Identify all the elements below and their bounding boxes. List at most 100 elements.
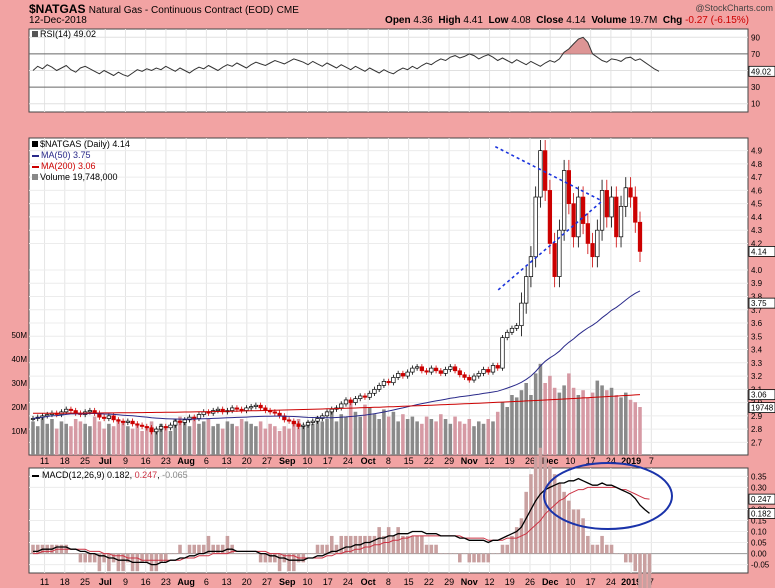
macd-histogram-bar <box>410 535 415 554</box>
candle-body <box>362 395 368 398</box>
price-tick-0: 4.9 <box>751 147 763 156</box>
macd-histogram-bar <box>586 535 590 554</box>
x-label-lower-11: 27 <box>262 577 272 587</box>
x-label-lower-30: 7 <box>649 577 654 587</box>
macd-histogram-bar <box>448 553 453 555</box>
candle-body <box>524 276 529 304</box>
price-tick-12: 3.6 <box>751 319 763 328</box>
macd-histogram-bar <box>69 553 73 555</box>
volume-tick-3: 20M <box>11 403 27 412</box>
macd-histogram-bar <box>348 535 353 554</box>
volume-bar <box>220 428 225 455</box>
macd-histogram-bar <box>491 553 495 555</box>
x-label-upper-29: 2019 <box>621 456 641 466</box>
macd-histogram-bar <box>329 535 334 554</box>
candle-body <box>604 190 609 218</box>
volume-bar <box>476 421 481 455</box>
volume-bar <box>83 423 87 455</box>
macd-legend-name: MACD(12,26,9) <box>42 470 105 480</box>
macd-tick-0: 0.35 <box>751 472 767 481</box>
volume-bar <box>325 419 329 455</box>
macd-histogram-bar <box>424 544 429 554</box>
volume-bar <box>562 385 566 455</box>
candle-body <box>590 243 595 258</box>
x-label-upper-0: 11 <box>40 456 49 466</box>
candle-legend-icon <box>32 141 38 147</box>
x-label-lower-14: 17 <box>323 577 333 587</box>
macd-histogram-bar <box>211 544 215 554</box>
price-current-label-box <box>748 246 775 257</box>
x-label-upper-14: 17 <box>323 456 333 466</box>
volume-bar <box>173 419 178 455</box>
macd-histogram-bar <box>116 553 121 572</box>
price-tick-4: 4.5 <box>751 200 763 209</box>
candle-body <box>253 404 259 407</box>
macd-histogram-bar <box>429 544 434 554</box>
volume-bar <box>50 419 54 455</box>
macd-histogram-bar <box>415 535 419 554</box>
candle-body <box>168 424 173 429</box>
volume-bar <box>590 392 595 455</box>
candle-body <box>329 408 334 413</box>
volume-bar <box>401 414 405 455</box>
macd-histogram-bar <box>638 553 642 588</box>
macd-histogram-bar <box>83 553 87 563</box>
candle-body <box>381 381 387 386</box>
candle-body <box>296 423 301 427</box>
volume-bar <box>505 407 509 455</box>
volume-bar <box>69 426 73 455</box>
x-label-upper-4: 9 <box>123 456 128 466</box>
candle-body <box>286 419 292 422</box>
volume-bar <box>439 414 443 455</box>
volume-bar <box>586 397 590 455</box>
volume-bar <box>130 428 135 455</box>
macd-histogram-bar <box>140 553 144 563</box>
x-label-lower-8: 6 <box>204 577 209 587</box>
high-value: 4.41 <box>463 15 483 26</box>
macd-histogram-bar <box>571 509 576 554</box>
volume-bar <box>88 426 92 455</box>
macd-histogram-bar <box>439 553 443 555</box>
volume-bar <box>45 423 50 455</box>
candle-body <box>448 366 453 370</box>
macd-histogram-bar <box>581 518 585 554</box>
ohlc-summary: Open 4.36 High 4.41 Low 4.08 Close 4.14 … <box>385 15 749 26</box>
volume-bar <box>614 395 619 455</box>
candle-body <box>533 196 538 258</box>
volume-bar <box>605 390 609 455</box>
x-label-lower-23: 19 <box>505 577 515 587</box>
volume-bar <box>434 421 438 455</box>
macd-histogram-bar <box>149 553 154 572</box>
x-label-upper-19: 22 <box>424 456 434 466</box>
volume-bar <box>168 431 173 455</box>
candle-body <box>343 399 349 405</box>
price-tick-9: 3.9 <box>751 279 763 288</box>
candle-body <box>509 327 515 333</box>
macd-histogram-bar <box>220 544 225 554</box>
macd-histogram-bar <box>367 535 372 554</box>
macd-signal-current-label: 0.247 <box>751 495 772 504</box>
x-label-upper-17: 8 <box>386 456 391 466</box>
candle-body <box>367 392 372 398</box>
volume-bar <box>491 421 495 455</box>
volume-bar <box>31 421 35 455</box>
volume-bar <box>116 419 121 455</box>
candle-body <box>618 205 624 238</box>
x-label-upper-12: Sep <box>279 456 296 466</box>
candle-body <box>87 410 93 413</box>
candle-body <box>391 377 396 384</box>
macd-line <box>33 477 650 566</box>
volume-bar <box>415 421 419 455</box>
volume-bar <box>301 426 306 455</box>
candle-body <box>377 384 382 390</box>
candle-body <box>599 190 605 231</box>
candle-body <box>405 371 410 377</box>
macd-histogram-bar <box>386 527 391 554</box>
candle-body <box>628 187 633 198</box>
x-label-upper-28: 24 <box>606 456 616 466</box>
x-label-upper-16: Oct <box>361 456 376 466</box>
candle-body <box>272 411 277 414</box>
candle-body <box>585 223 590 244</box>
legend-ma50-text: MA(50) 3.75 <box>41 150 91 160</box>
symbol-title: $NATGAS Natural Gas - Continuous Contrac… <box>29 2 299 16</box>
